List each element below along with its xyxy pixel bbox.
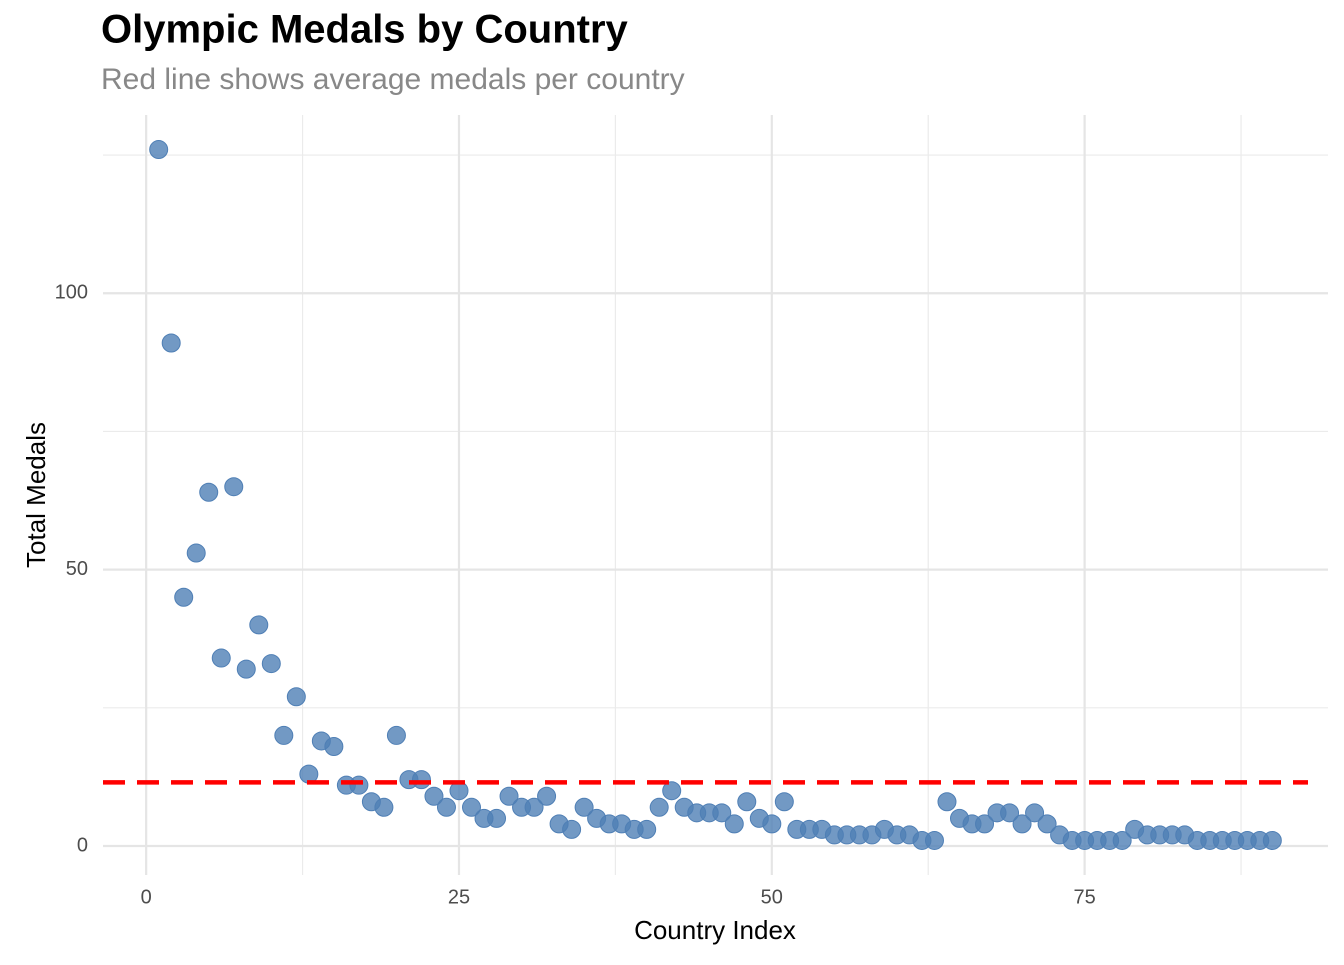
y-tick-label: 0: [77, 834, 88, 856]
point: [386, 725, 406, 745]
point: [737, 792, 757, 812]
point: [1262, 830, 1282, 850]
point: [211, 648, 231, 668]
point: [324, 736, 344, 756]
point: [186, 543, 206, 563]
x-tick-label: 0: [141, 886, 152, 908]
point: [562, 819, 582, 839]
y-axis-title: Total Medals: [21, 422, 51, 568]
point: [1112, 830, 1132, 850]
point: [149, 140, 169, 160]
point: [1025, 803, 1045, 823]
point: [712, 803, 732, 823]
point: [1037, 814, 1057, 834]
point: [161, 333, 181, 353]
point: [274, 725, 294, 745]
point: [774, 792, 794, 812]
point: [1000, 803, 1020, 823]
x-axis-title: Country Index: [634, 915, 796, 945]
chart-subtitle: Red line shows average medals per countr…: [101, 63, 685, 96]
point: [574, 797, 594, 817]
point: [199, 482, 219, 502]
y-tick-label: 50: [66, 558, 88, 580]
point: [762, 814, 782, 834]
point: [649, 797, 669, 817]
point: [487, 808, 507, 828]
point: [411, 770, 431, 790]
point: [424, 786, 444, 806]
point: [1012, 814, 1032, 834]
point: [349, 775, 369, 795]
point: [724, 814, 744, 834]
point: [286, 687, 306, 707]
x-tick-label: 75: [1074, 886, 1096, 908]
point: [224, 477, 244, 497]
point: [174, 587, 194, 607]
point: [524, 797, 544, 817]
point: [374, 797, 394, 817]
point: [637, 819, 657, 839]
point: [537, 786, 557, 806]
point: [436, 797, 456, 817]
point: [499, 786, 519, 806]
point: [662, 781, 682, 801]
x-tick-label: 25: [448, 886, 470, 908]
point: [462, 797, 482, 817]
point: [975, 814, 995, 834]
point: [924, 830, 944, 850]
point: [261, 654, 281, 674]
point: [937, 792, 957, 812]
y-tick-label: 100: [55, 282, 88, 304]
point: [236, 659, 256, 679]
chart-title: Olympic Medals by Country: [101, 8, 629, 52]
point: [249, 615, 269, 635]
x-tick-label: 50: [761, 886, 783, 908]
